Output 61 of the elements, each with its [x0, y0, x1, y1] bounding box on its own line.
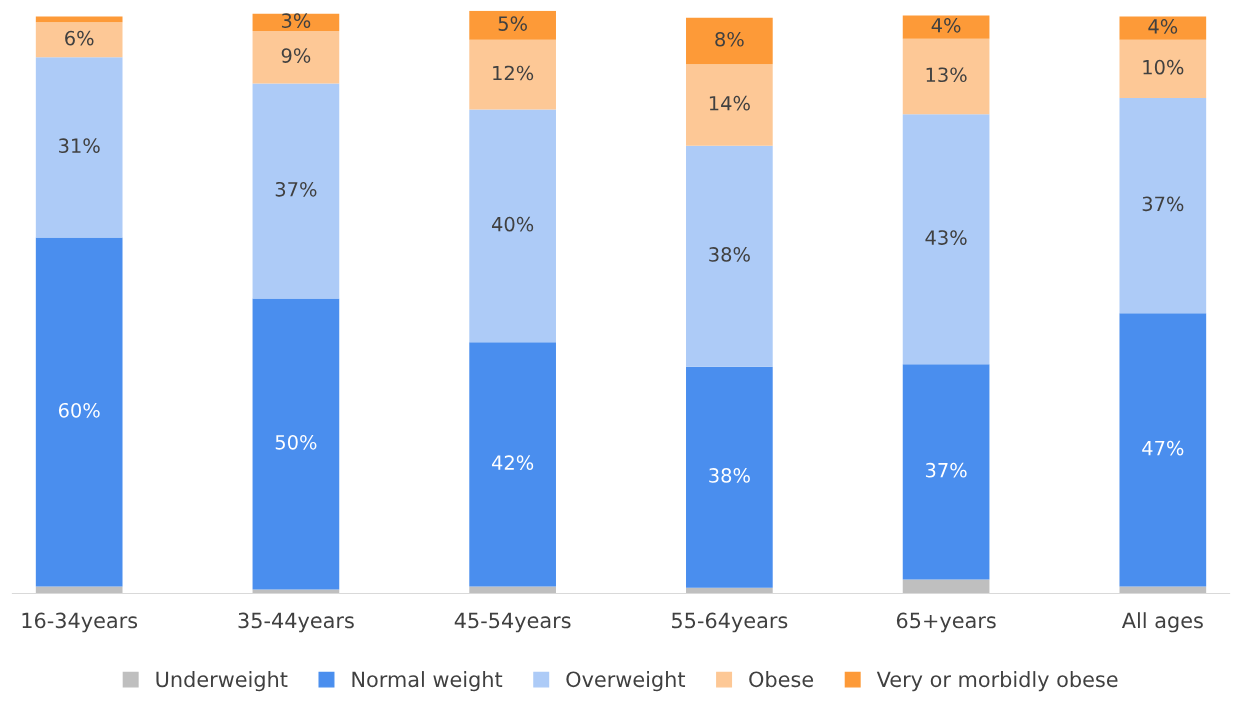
x-tick-label: 45-54years	[454, 612, 571, 633]
data-label: 12%	[493, 65, 534, 81]
bar	[1119, 16, 1207, 40]
data-label: 6%	[65, 30, 94, 46]
x-tick-label: 65+years	[896, 612, 996, 633]
data-label: 42%	[491, 455, 534, 470]
bar	[1119, 313, 1207, 587]
bar	[252, 31, 340, 84]
legend-label: Normal weight	[352, 671, 503, 692]
bar	[902, 579, 990, 594]
data-label: 43%	[925, 230, 967, 245]
data-label: 50%	[275, 434, 317, 450]
legend-label: Underweight	[156, 671, 288, 692]
bar	[469, 10, 556, 40]
data-label: 14%	[709, 95, 750, 111]
bar	[1119, 586, 1207, 594]
legend-label: Overweight	[566, 671, 686, 692]
x-tick-label: 16-34years	[22, 612, 138, 633]
data-label: 4%	[931, 17, 961, 33]
data-label: 37%	[275, 181, 317, 197]
bar	[35, 22, 123, 58]
bar	[469, 39, 556, 110]
bar	[1119, 97, 1207, 314]
bar	[902, 15, 990, 39]
data-label: 38%	[709, 247, 750, 262]
bar	[252, 83, 340, 299]
x-tick-label: 35-44years	[238, 612, 354, 633]
data-label: 37%	[925, 462, 967, 478]
bar	[686, 366, 773, 588]
bar	[686, 64, 773, 146]
bar	[902, 364, 990, 580]
bar	[902, 114, 990, 365]
data-label: 5%	[498, 16, 527, 31]
x-tick-label: 55-64years	[672, 612, 788, 633]
bar	[686, 145, 773, 367]
data-label: 3%	[281, 13, 311, 28]
bar	[252, 298, 340, 590]
data-label: 31%	[59, 138, 100, 154]
data-label: 47%	[1142, 440, 1184, 456]
bar	[252, 589, 340, 594]
data-label: 37%	[1142, 196, 1184, 212]
bar	[469, 586, 556, 594]
data-label: 8%	[715, 31, 744, 47]
legend-label: Obese	[749, 671, 814, 688]
data-label: 40%	[491, 216, 534, 232]
data-label: 13%	[926, 67, 967, 83]
data-label: 10%	[1143, 59, 1184, 75]
bar	[686, 17, 773, 65]
x-tick-label: All ages	[1121, 612, 1203, 633]
bar	[35, 586, 123, 594]
bar	[35, 57, 123, 238]
bar	[35, 237, 123, 587]
data-label: 4%	[1148, 19, 1178, 34]
bar	[902, 38, 990, 115]
data-label: 60%	[58, 402, 100, 418]
data-label: 9%	[281, 48, 311, 63]
legend-label: Very or morbidly obese	[876, 671, 1118, 692]
bar	[469, 342, 556, 587]
bar	[469, 109, 556, 343]
bar	[1119, 39, 1207, 98]
data-label: 38%	[709, 468, 750, 483]
